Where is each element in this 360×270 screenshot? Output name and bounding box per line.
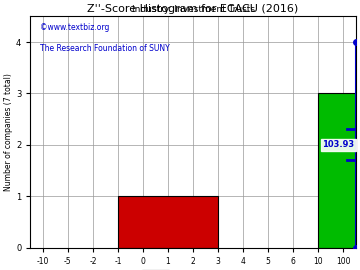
- Text: The Research Foundation of SUNY: The Research Foundation of SUNY: [40, 44, 170, 53]
- Text: Industry: Investment Trusts: Industry: Investment Trusts: [132, 5, 255, 14]
- Bar: [318, 93, 360, 248]
- Bar: [118, 196, 218, 248]
- Title: Z''-Score Histogram for ECACU (2016): Z''-Score Histogram for ECACU (2016): [87, 4, 299, 14]
- Text: ©www.textbiz.org: ©www.textbiz.org: [40, 23, 109, 32]
- Text: 103.93: 103.93: [323, 140, 355, 149]
- Y-axis label: Number of companies (7 total): Number of companies (7 total): [4, 73, 13, 191]
